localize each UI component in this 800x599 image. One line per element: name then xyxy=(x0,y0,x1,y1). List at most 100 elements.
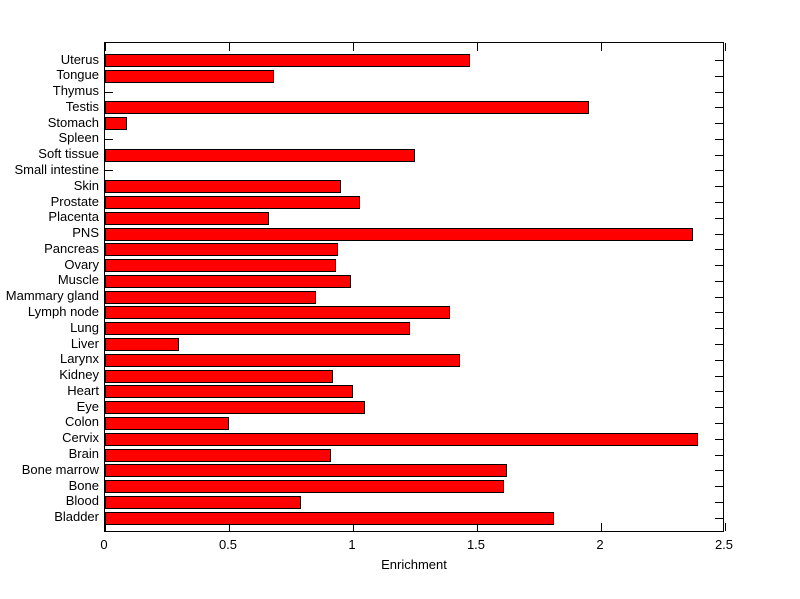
y-tick-label: Prostate xyxy=(50,193,99,209)
y-tick-label: Pancreas xyxy=(44,240,99,256)
bar xyxy=(105,401,365,415)
y-tick-label: Mammary gland xyxy=(5,288,99,304)
y-tick-mark xyxy=(105,138,113,140)
bar xyxy=(105,54,470,67)
y-tick-label: Bone marrow xyxy=(21,461,99,477)
y-tick-mark-right xyxy=(715,470,723,472)
y-tick-mark-right xyxy=(715,265,723,267)
bar xyxy=(105,448,331,462)
x-tick-mark-top xyxy=(476,43,478,51)
x-tick-mark xyxy=(104,523,106,531)
x-tick-mark xyxy=(352,523,354,531)
y-tick-mark-right xyxy=(715,249,723,251)
y-tick-mark-right xyxy=(715,328,723,330)
y-tick-mark-right xyxy=(715,107,723,109)
bar xyxy=(105,117,127,131)
y-tick-mark-right xyxy=(715,123,723,125)
bar xyxy=(105,211,269,225)
y-tick-label: Heart xyxy=(67,382,99,398)
y-tick-label: Soft tissue xyxy=(38,146,99,162)
x-tick-mark-top xyxy=(352,43,354,51)
y-tick-mark-right xyxy=(715,217,723,219)
x-tick-label: 1.5 xyxy=(466,537,486,552)
y-tick-mark-right xyxy=(715,438,723,440)
bar xyxy=(105,338,179,352)
y-tick-label: Cervix xyxy=(62,430,99,446)
y-tick-mark-right xyxy=(715,233,723,235)
y-tick-mark-right xyxy=(715,501,723,503)
y-tick-label: Brain xyxy=(68,446,99,461)
y-tick-label: Testis xyxy=(65,98,99,114)
bar xyxy=(105,369,333,383)
y-tick-label: PNS xyxy=(72,225,99,241)
y-tick-label: Small intestine xyxy=(14,161,99,177)
bar xyxy=(105,511,554,525)
y-tick-label: Blood xyxy=(65,493,99,509)
x-tick-mark-top xyxy=(600,43,602,51)
y-tick-label: Liver xyxy=(70,335,99,351)
y-tick-label: Uterus xyxy=(60,51,99,67)
x-tick-label: 0.5 xyxy=(218,537,238,552)
y-tick-mark-right xyxy=(715,202,723,204)
x-axis-title: Enrichment xyxy=(381,557,447,572)
y-tick-label: Skin xyxy=(73,177,99,193)
x-tick-label: 1 xyxy=(348,537,356,552)
bar xyxy=(105,464,507,478)
y-tick-label: Larynx xyxy=(59,351,99,367)
y-tick-label: Placenta xyxy=(48,209,99,225)
bar xyxy=(105,148,415,162)
bar xyxy=(105,322,410,336)
bar xyxy=(105,69,274,83)
bar xyxy=(105,196,360,210)
bar xyxy=(105,432,698,446)
y-tick-label: Spleen xyxy=(58,130,99,146)
y-tick-mark-right xyxy=(715,454,723,456)
y-tick-mark-right xyxy=(715,296,723,298)
y-tick-label: Colon xyxy=(65,414,99,430)
y-tick-label: Stomach xyxy=(47,114,99,130)
bar xyxy=(105,306,450,320)
x-tick-mark xyxy=(476,523,478,531)
x-tick-mark xyxy=(600,523,602,531)
y-tick-label: Bladder xyxy=(54,509,99,525)
y-tick-mark-right xyxy=(715,138,723,140)
y-tick-label: Lung xyxy=(70,319,99,335)
y-tick-label: Bone xyxy=(68,477,99,493)
bar xyxy=(105,180,341,194)
y-tick-mark xyxy=(105,91,113,93)
x-tick-mark-top xyxy=(724,43,726,51)
bar xyxy=(105,227,693,241)
y-tick-mark-right xyxy=(715,186,723,188)
y-tick-label: Ovary xyxy=(64,256,99,272)
y-tick-mark-right xyxy=(715,517,723,519)
y-tick-mark-right xyxy=(715,75,723,77)
y-tick-mark-right xyxy=(715,91,723,93)
y-tick-mark-right xyxy=(715,486,723,488)
y-tick-label: Thymus xyxy=(52,83,99,99)
bar xyxy=(105,480,504,494)
bar xyxy=(105,353,460,367)
bar xyxy=(105,259,336,273)
x-tick-label: 0 xyxy=(100,537,108,552)
bar xyxy=(105,385,353,399)
y-tick-label: Tongue xyxy=(56,67,99,83)
x-tick-mark-top xyxy=(104,43,106,51)
y-tick-mark-right xyxy=(715,344,723,346)
y-tick-mark-right xyxy=(715,154,723,156)
bar xyxy=(105,243,338,257)
y-tick-mark-right xyxy=(715,312,723,314)
y-tick-label: Eye xyxy=(76,398,99,414)
bar xyxy=(105,495,301,509)
y-tick-label: Lymph node xyxy=(27,303,99,319)
x-tick-mark-top xyxy=(228,43,230,51)
y-tick-label: Muscle xyxy=(57,272,99,288)
x-tick-mark xyxy=(228,523,230,531)
bar xyxy=(105,416,229,430)
y-tick-mark-right xyxy=(715,60,723,61)
y-tick-mark-right xyxy=(715,375,723,377)
y-tick-mark xyxy=(105,170,113,172)
x-tick-label: 2.5 xyxy=(714,537,734,552)
bar xyxy=(105,290,316,304)
x-tick-label: 2 xyxy=(596,537,604,552)
